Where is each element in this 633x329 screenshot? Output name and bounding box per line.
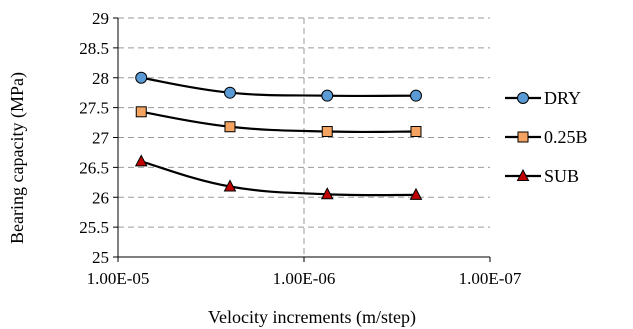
- y-tick-label: 25.5: [79, 218, 109, 237]
- data-point-sub: [134, 154, 148, 167]
- x-tick-label: 1.00E-05: [87, 269, 150, 288]
- legend: DRY 0.25B SUB: [505, 88, 588, 186]
- y-tick-label: 26.5: [79, 158, 109, 177]
- x-axis-title: Velocity increments (m/step): [208, 307, 416, 328]
- series-line-sub: [140, 160, 416, 197]
- legend-marker-0-25b: [517, 131, 529, 143]
- y-tick-label: 25: [92, 248, 109, 267]
- series-dry: [135, 71, 422, 102]
- legend-item-dry: DRY: [505, 88, 581, 108]
- series-0-25b: [135, 106, 422, 138]
- axes: [113, 17, 491, 262]
- data-point-0-25b: [321, 126, 333, 138]
- legend-label-0-25b: 0.25B: [544, 127, 588, 147]
- data-point-sub: [409, 187, 423, 200]
- data-point-sub: [223, 179, 237, 192]
- y-tick-label: 27.5: [79, 99, 109, 118]
- y-tick-label: 26: [92, 188, 109, 207]
- legend-marker-dry: [517, 92, 529, 104]
- data-point-dry: [135, 71, 148, 84]
- y-tick-label: 28.5: [79, 39, 109, 58]
- data-point-0-25b: [135, 106, 147, 118]
- y-tick-label: 29: [92, 9, 109, 28]
- x-tick-label: 1.00E-07: [459, 269, 522, 288]
- x-tick-label: 1.00E-06: [273, 269, 336, 288]
- series-line-0-25b: [141, 110, 416, 134]
- tick-labels: 25 25.5 26 26.5 27 27.5 28 28.5 29 1.00E-05 1.00E-…: [79, 9, 522, 288]
- y-tick-label: 28: [92, 69, 109, 88]
- data-point-dry: [321, 89, 334, 102]
- data-point-0-25b: [224, 121, 236, 133]
- legend-label-dry: DRY: [544, 88, 581, 108]
- legend-marker-sub: [516, 168, 530, 181]
- data-point-sub: [320, 187, 334, 200]
- data-point-0-25b: [410, 126, 422, 138]
- y-tick-label: 27: [92, 129, 110, 148]
- legend-item-0-25b: 0.25B: [505, 127, 588, 147]
- series-layer: [134, 71, 423, 200]
- data-point-dry: [223, 86, 236, 99]
- y-axis-title: Bearing capacity (MPa): [7, 72, 28, 244]
- series-sub: [134, 154, 423, 200]
- data-point-dry: [409, 89, 422, 102]
- legend-item-sub: SUB: [505, 166, 579, 186]
- grid: [118, 17, 490, 257]
- legend-label-sub: SUB: [544, 166, 579, 186]
- series-line-dry: [141, 76, 416, 98]
